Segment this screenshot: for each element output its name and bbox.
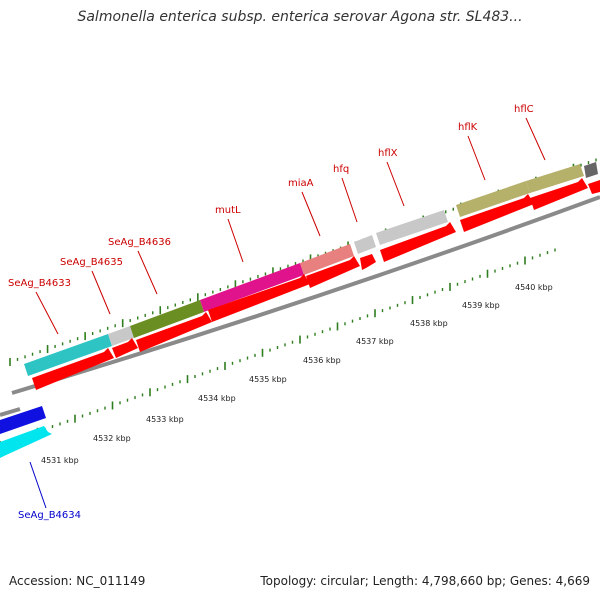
callout-line <box>91 270 111 315</box>
kbp-label: 4537 kbp <box>356 337 394 346</box>
gene-block-miaA[interactable] <box>300 244 354 275</box>
kbp-label: 4540 kbp <box>515 283 553 292</box>
gene-block-mutL[interactable] <box>200 263 304 312</box>
backbone-line-lower <box>0 407 21 417</box>
gene-arrow[interactable] <box>460 194 534 232</box>
gene-block-hflX[interactable] <box>376 210 448 245</box>
gene-label-SeAg_B4634[interactable]: SeAg_B4634 <box>18 510 81 521</box>
gene-label-mutL[interactable]: mutL <box>215 205 241 216</box>
gene-callouts: SeAg_B4633 SeAg_B4635 SeAg_B4636 mutL miaA hf… <box>8 104 546 521</box>
gene-block-SeAg_B4633[interactable] <box>24 334 112 376</box>
gene-arrow[interactable] <box>32 348 114 390</box>
gene-arrow[interactable] <box>530 178 588 210</box>
callout-line <box>227 218 244 263</box>
gene-band-lower <box>0 406 52 458</box>
gene-arrow[interactable] <box>208 274 310 322</box>
kbp-label: 4539 kbp <box>462 301 500 310</box>
callout-line <box>137 250 158 295</box>
map-title: Salmonella enterica subsp. enterica sero… <box>77 9 523 25</box>
gene-arrow[interactable] <box>136 312 212 352</box>
callout-line <box>386 161 405 207</box>
kbp-label: 4535 kbp <box>249 375 287 384</box>
callout-line <box>341 177 358 223</box>
gene-label-SeAg_B4633[interactable]: SeAg_B4633 <box>8 278 71 289</box>
backbone-line <box>11 195 600 395</box>
gene-label-hflC[interactable]: hflC <box>514 104 534 115</box>
gene-block-SeAg_B4636[interactable] <box>130 300 204 338</box>
genome-stats: Topology: circular; Length: 4,798,660 bp… <box>260 574 590 588</box>
kbp-label: 4531 kbp <box>41 456 79 465</box>
gene-arrow[interactable] <box>112 338 138 358</box>
gene-label-miaA[interactable]: miaA <box>288 178 314 189</box>
callout-line <box>525 117 546 161</box>
gene-arrows-upper <box>32 178 600 390</box>
gene-band-upper <box>24 162 598 376</box>
kbp-label: 4533 kbp <box>146 415 184 424</box>
gene-block-hflC[interactable] <box>526 164 584 193</box>
gene-label-hfq[interactable]: hfq <box>333 164 349 175</box>
gene-arrow[interactable] <box>360 254 376 270</box>
gene-block-SeAg_B4634[interactable] <box>0 426 52 458</box>
gene-arrow[interactable] <box>380 222 456 262</box>
gene-label-SeAg_B4636[interactable]: SeAg_B4636 <box>108 237 171 248</box>
kbp-label: 4538 kbp <box>410 319 448 328</box>
gene-label-hflX[interactable]: hflX <box>378 148 398 159</box>
gene-arrow[interactable] <box>588 180 600 194</box>
gene-arrow[interactable] <box>306 256 360 288</box>
callout-line <box>467 135 486 181</box>
gene-block-hfq[interactable] <box>354 235 376 254</box>
kbp-label: 4534 kbp <box>198 394 236 403</box>
gene-block-right-edge[interactable] <box>584 162 598 178</box>
gene-block-SeAg_B4635[interactable] <box>108 326 134 346</box>
callout-line <box>35 291 59 335</box>
kbp-label: 4532 kbp <box>93 434 131 443</box>
callout-line <box>301 191 321 237</box>
callout-line <box>29 461 47 509</box>
gene-block-hflK[interactable] <box>456 181 530 217</box>
kbp-labels: 4531 kbp 4532 kbp 4533 kbp 4534 kbp 4535 kbp… <box>41 283 553 465</box>
gene-label-hflK[interactable]: hflK <box>458 122 478 133</box>
accession-label: Accession: NC_011149 <box>9 574 146 588</box>
gene-block-blue[interactable] <box>0 406 46 434</box>
gene-label-SeAg_B4635[interactable]: SeAg_B4635 <box>60 257 123 268</box>
kbp-label: 4536 kbp <box>303 356 341 365</box>
